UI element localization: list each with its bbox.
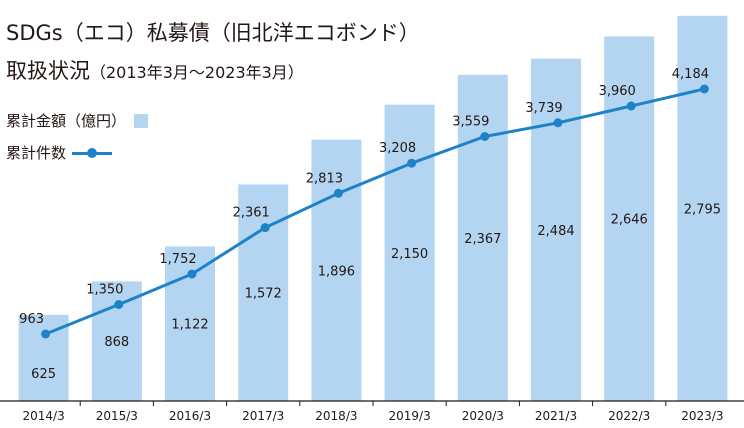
- count-point-2015/3: [114, 300, 124, 309]
- legend-item-count: 累計件数: [6, 143, 113, 163]
- legend-label-amount: 累計金額（億円）: [6, 112, 127, 130]
- bar-label-2023/3: 2,795: [684, 202, 721, 217]
- x-tick-label-2017/3: 2017/3: [242, 409, 284, 423]
- x-tick-label-2023/3: 2023/3: [681, 409, 723, 423]
- count-point-2018/3: [333, 188, 343, 198]
- count-point-2017/3: [260, 223, 270, 233]
- bar-2018/3: [311, 139, 362, 401]
- count-point-2019/3: [407, 158, 417, 168]
- count-label-2021/3: 3,739: [525, 101, 562, 116]
- bar-label-2018/3: 1,896: [318, 264, 355, 279]
- count-label-2020/3: 3,559: [452, 115, 489, 130]
- count-point-2020/3: [480, 132, 490, 141]
- bar-2022/3: [604, 36, 655, 402]
- x-tick-label-2020/3: 2020/3: [462, 409, 504, 423]
- legend-label-count: 累計件数: [6, 144, 67, 162]
- subtitle-text: 取扱状況: [6, 59, 90, 83]
- count-label-2023/3: 4,184: [672, 67, 709, 82]
- bar-label-2017/3: 1,572: [245, 287, 282, 302]
- bar-label-2020/3: 2,367: [464, 232, 501, 247]
- count-label-2016/3: 1,752: [159, 252, 196, 267]
- count-label-2015/3: 1,350: [86, 283, 123, 298]
- bar-2021/3: [531, 58, 581, 401]
- x-tick-label-2018/3: 2018/3: [315, 409, 357, 423]
- x-tick-label-2016/3: 2016/3: [169, 409, 211, 423]
- count-line: [45, 87, 705, 336]
- bar-label-2021/3: 2,484: [537, 224, 574, 239]
- bar-2019/3: [384, 104, 435, 401]
- legend-item-amount: 累計金額（億円）: [6, 111, 149, 131]
- chart-title: SDGs（エコ）私募債（旧北洋エコボンド）: [6, 21, 420, 45]
- count-label-2014/3: 963: [19, 312, 44, 327]
- count-point-2021/3: [553, 118, 563, 128]
- x-tick-label-2019/3: 2019/3: [388, 409, 430, 423]
- count-point-2014/3: [41, 329, 51, 339]
- bar-2020/3: [457, 74, 508, 402]
- x-tick-label-2014/3: 2014/3: [22, 409, 64, 423]
- legend-swatch-bar: [134, 114, 149, 128]
- legend-swatch-line: [72, 146, 113, 160]
- count-label-2022/3: 3,960: [599, 84, 636, 99]
- x-tick-label-2015/3: 2015/3: [96, 409, 138, 423]
- bar-label-2014/3: 625: [31, 367, 56, 382]
- count-point-2022/3: [626, 101, 636, 111]
- count-point-2023/3: [699, 84, 709, 94]
- x-tick-label-2022/3: 2022/3: [608, 409, 650, 423]
- bar-label-2016/3: 1,122: [171, 318, 208, 333]
- count-label-2018/3: 2,813: [306, 171, 343, 186]
- bar-label-2019/3: 2,150: [391, 247, 428, 262]
- bar-label-2022/3: 2,646: [611, 213, 648, 228]
- count-label-2019/3: 3,208: [379, 141, 416, 156]
- bar-2023/3: [677, 15, 728, 402]
- bar-label-2015/3: 868: [104, 335, 129, 350]
- count-point-2016/3: [187, 269, 197, 279]
- x-tick-label-2021/3: 2021/3: [535, 409, 577, 423]
- subtitle-period: （2013年3月～2023年3月）: [90, 63, 304, 82]
- count-label-2017/3: 2,361: [233, 206, 270, 221]
- chart-subtitle: 取扱状況（2013年3月～2023年3月）: [6, 58, 304, 86]
